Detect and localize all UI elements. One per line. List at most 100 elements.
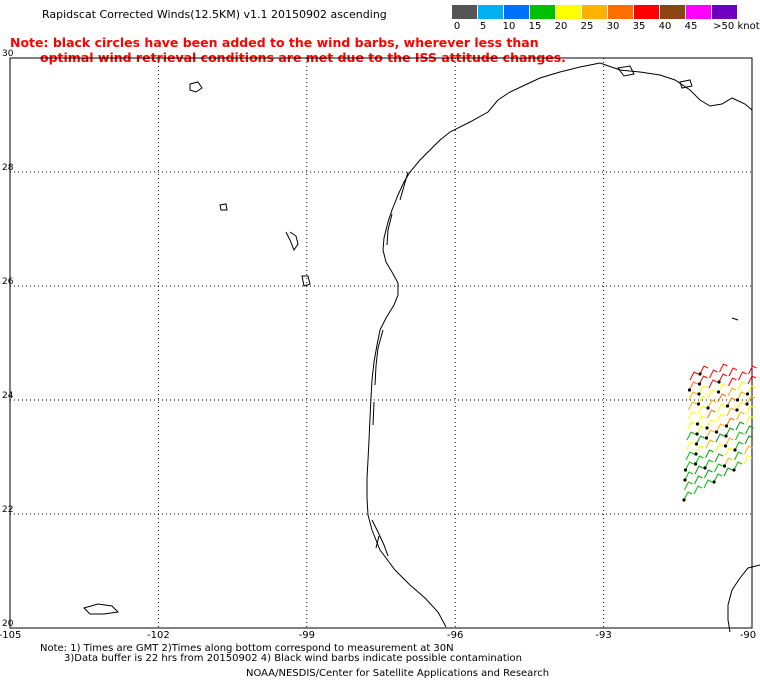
small-island-5 (617, 65, 635, 77)
wind-barb (715, 443, 724, 453)
colorbar-segment (608, 5, 634, 19)
wind-barb (732, 461, 743, 472)
colorbar-segment (686, 5, 712, 19)
wind-barb (735, 401, 746, 412)
wind-barb (726, 407, 736, 417)
wind-barb (724, 447, 734, 457)
wind-barb (694, 465, 704, 475)
contamination-dot (696, 402, 701, 406)
wind-barb (688, 401, 697, 411)
contamination-dot (706, 406, 710, 410)
wind-barb (705, 439, 715, 449)
small-island-3 (83, 603, 120, 615)
lake-2 (301, 275, 311, 287)
wind-barb (689, 371, 699, 381)
lat-label: 30 (2, 49, 14, 59)
contamination-dot (705, 426, 709, 430)
wind-barb (735, 421, 745, 431)
wind-barb (736, 411, 745, 421)
wind-barb (694, 435, 705, 446)
colorbar-label: 45 (684, 21, 698, 32)
wind-barb (708, 389, 717, 399)
lake-1 (285, 231, 299, 252)
wind-barb (704, 469, 713, 479)
wind-barb (709, 369, 718, 379)
lon-label: -105 (0, 630, 21, 640)
footer-credit: NOAA/NESDIS/Center for Satellite Applica… (246, 668, 550, 679)
colorbar-labels: 0 5 10 15 20 25 30 35 40 45 >50 knots (452, 21, 760, 33)
louisiana-coastline (599, 62, 753, 111)
wind-barb (722, 457, 733, 468)
wind-barb (733, 441, 744, 452)
axis-labels: 30 28 26 24 22 20-105 -102 -99 -96 -93 -90 (0, 49, 756, 640)
laguna-islands (371, 519, 389, 557)
small-island-6 (679, 79, 693, 89)
contamination-dot (717, 380, 721, 384)
colorbar-label: 15 (528, 21, 542, 32)
wind-barb (695, 425, 706, 436)
wind-barb (714, 463, 723, 473)
wind-barb (734, 451, 743, 461)
lon-label: -96 (447, 630, 463, 640)
contamination-dot (722, 464, 727, 468)
wind-barb (747, 375, 757, 385)
wind-barb (693, 455, 704, 466)
colorbar-label: 10 (502, 21, 516, 32)
wind-barb (744, 445, 753, 455)
contamination-dot (703, 466, 707, 470)
wind-barb (738, 371, 747, 381)
wind-barb (724, 427, 735, 438)
wind-barb (686, 431, 696, 441)
wind-barb (737, 381, 747, 391)
wind-barb (724, 417, 735, 428)
contamination-dot (687, 388, 692, 392)
wind-barb (695, 415, 706, 426)
wind-barb (735, 391, 746, 402)
wind-barb (748, 365, 757, 375)
contamination-dot (716, 390, 721, 394)
yucatan-coastline (727, 564, 760, 633)
wind-barb (682, 491, 693, 502)
colorbar-label: 20 (554, 21, 568, 32)
wind-barb (745, 415, 755, 425)
wind-barb (688, 391, 698, 401)
wind-barb (717, 393, 727, 403)
product-title: Rapidscat Corrected Winds(12.5KM) v1.1 2… (42, 8, 387, 21)
contamination-dot (724, 434, 728, 438)
barrier-islands (372, 171, 409, 426)
wind-barb (717, 403, 726, 413)
contamination-dot (683, 478, 687, 482)
contamination-dot (733, 448, 737, 452)
wind-barb (723, 437, 734, 448)
colorbar-segment (530, 5, 556, 19)
wind-barb (743, 455, 753, 465)
contamination-dot (735, 398, 740, 402)
wind-barb (693, 485, 703, 495)
lon-label: -102 (147, 630, 170, 640)
wind-barb (745, 395, 756, 406)
lat-label: 24 (2, 391, 14, 401)
wind-speed-colorbar (452, 5, 738, 19)
contamination-dot (694, 442, 699, 446)
wind-barb (704, 429, 715, 440)
colorbar-segment (582, 5, 608, 19)
contamination-dot (697, 392, 701, 396)
wind-barb (727, 387, 737, 397)
colorbar-label: 40 (658, 21, 672, 32)
wind-map: 30 28 26 24 22 20-105 -102 -99 -96 -93 -90 (0, 49, 760, 640)
small-island-2 (219, 203, 228, 211)
contamination-dot (735, 408, 739, 412)
wind-barb (705, 419, 716, 430)
contamination-dot (725, 404, 730, 408)
wind-barb (723, 467, 733, 477)
wind-barb (703, 459, 714, 470)
contamination-dot (712, 480, 716, 484)
footer-line-2: 3)Data buffer is 22 hrs from 20150902 4)… (64, 653, 522, 664)
wind-barb (745, 385, 756, 396)
wind-barb (683, 471, 694, 482)
wind-barb (708, 379, 718, 389)
wind-barbs (682, 363, 757, 502)
contamination-dot (697, 382, 702, 386)
gulf-coastline (366, 62, 601, 628)
lat-label: 20 (2, 619, 14, 629)
